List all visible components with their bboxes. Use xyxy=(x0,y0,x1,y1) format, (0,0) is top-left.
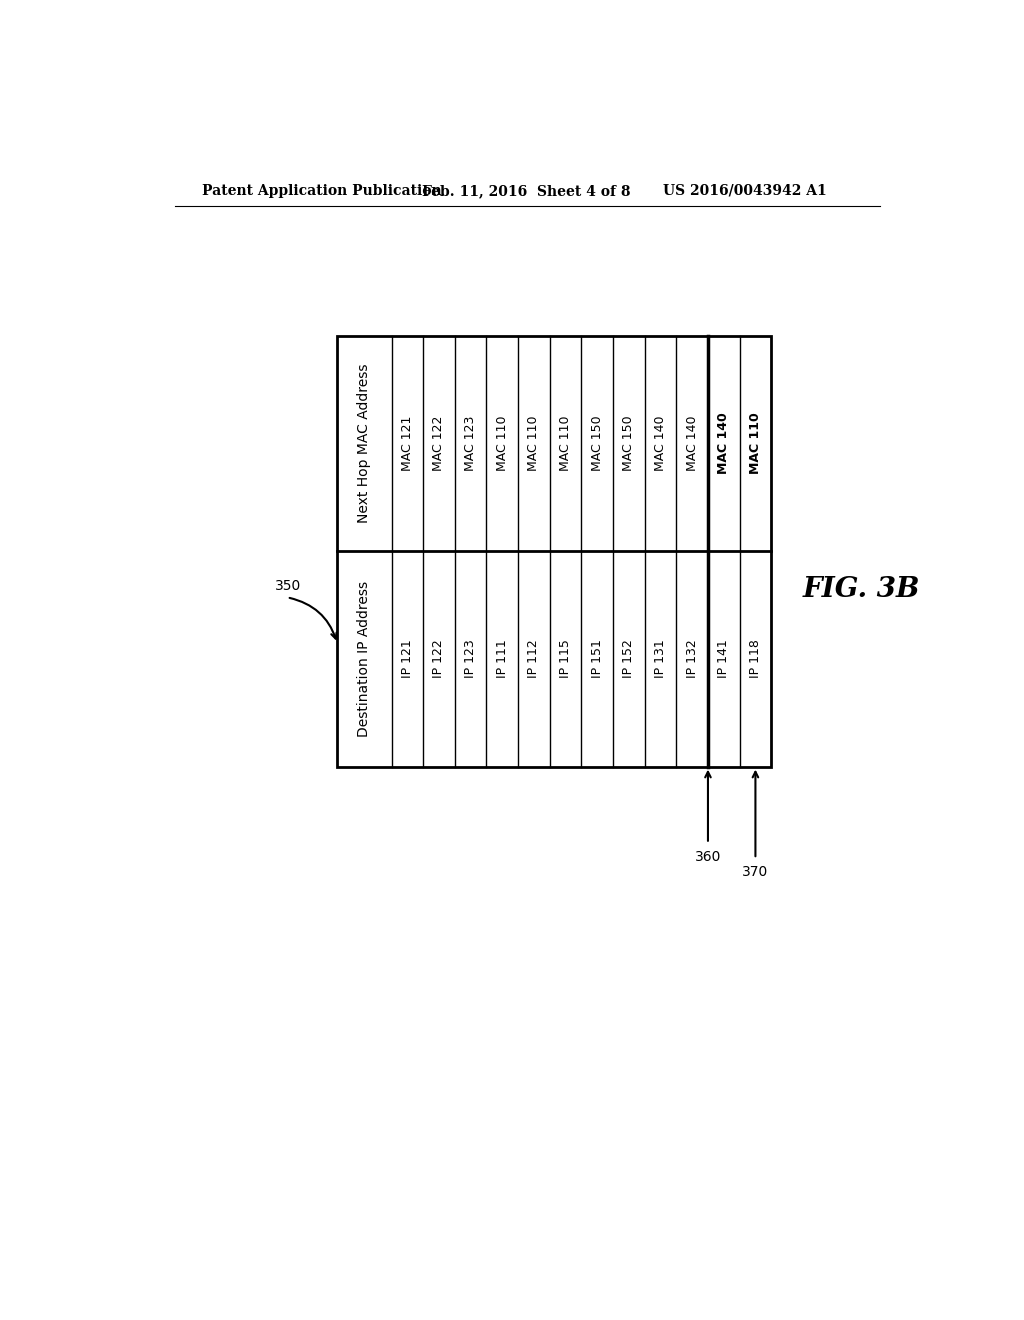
Text: IP 131: IP 131 xyxy=(654,639,667,678)
Text: IP 115: IP 115 xyxy=(559,639,572,678)
Text: IP 111: IP 111 xyxy=(496,639,509,678)
Text: IP 151: IP 151 xyxy=(591,639,604,678)
Text: IP 141: IP 141 xyxy=(717,639,730,678)
Text: Next Hop MAC Address: Next Hop MAC Address xyxy=(357,363,372,523)
Text: MAC 140: MAC 140 xyxy=(686,416,698,471)
Text: 360: 360 xyxy=(694,850,721,863)
Text: IP 152: IP 152 xyxy=(623,639,635,678)
Text: MAC 150: MAC 150 xyxy=(591,416,604,471)
Text: US 2016/0043942 A1: US 2016/0043942 A1 xyxy=(663,183,826,198)
Text: 350: 350 xyxy=(275,578,301,593)
Text: MAC 110: MAC 110 xyxy=(496,416,509,471)
Text: IP 118: IP 118 xyxy=(749,639,762,678)
Text: MAC 121: MAC 121 xyxy=(400,416,414,471)
Text: FIG. 3B: FIG. 3B xyxy=(802,576,920,603)
Text: MAC 150: MAC 150 xyxy=(623,416,635,471)
Text: IP 122: IP 122 xyxy=(432,639,445,678)
Text: MAC 110: MAC 110 xyxy=(559,416,572,471)
Text: MAC 110: MAC 110 xyxy=(527,416,541,471)
Text: IP 121: IP 121 xyxy=(400,639,414,678)
Text: MAC 122: MAC 122 xyxy=(432,416,445,471)
Text: MAC 123: MAC 123 xyxy=(464,416,477,471)
Text: 370: 370 xyxy=(742,866,769,879)
Text: MAC 110: MAC 110 xyxy=(749,412,762,474)
Text: IP 112: IP 112 xyxy=(527,639,541,678)
Text: MAC 140: MAC 140 xyxy=(654,416,667,471)
Text: Feb. 11, 2016  Sheet 4 of 8: Feb. 11, 2016 Sheet 4 of 8 xyxy=(423,183,631,198)
Text: Patent Application Publication: Patent Application Publication xyxy=(202,183,441,198)
Text: IP 123: IP 123 xyxy=(464,639,477,678)
Text: IP 132: IP 132 xyxy=(686,639,698,678)
Bar xyxy=(337,335,771,767)
Text: MAC 140: MAC 140 xyxy=(717,412,730,474)
Text: Destination IP Address: Destination IP Address xyxy=(357,581,372,737)
